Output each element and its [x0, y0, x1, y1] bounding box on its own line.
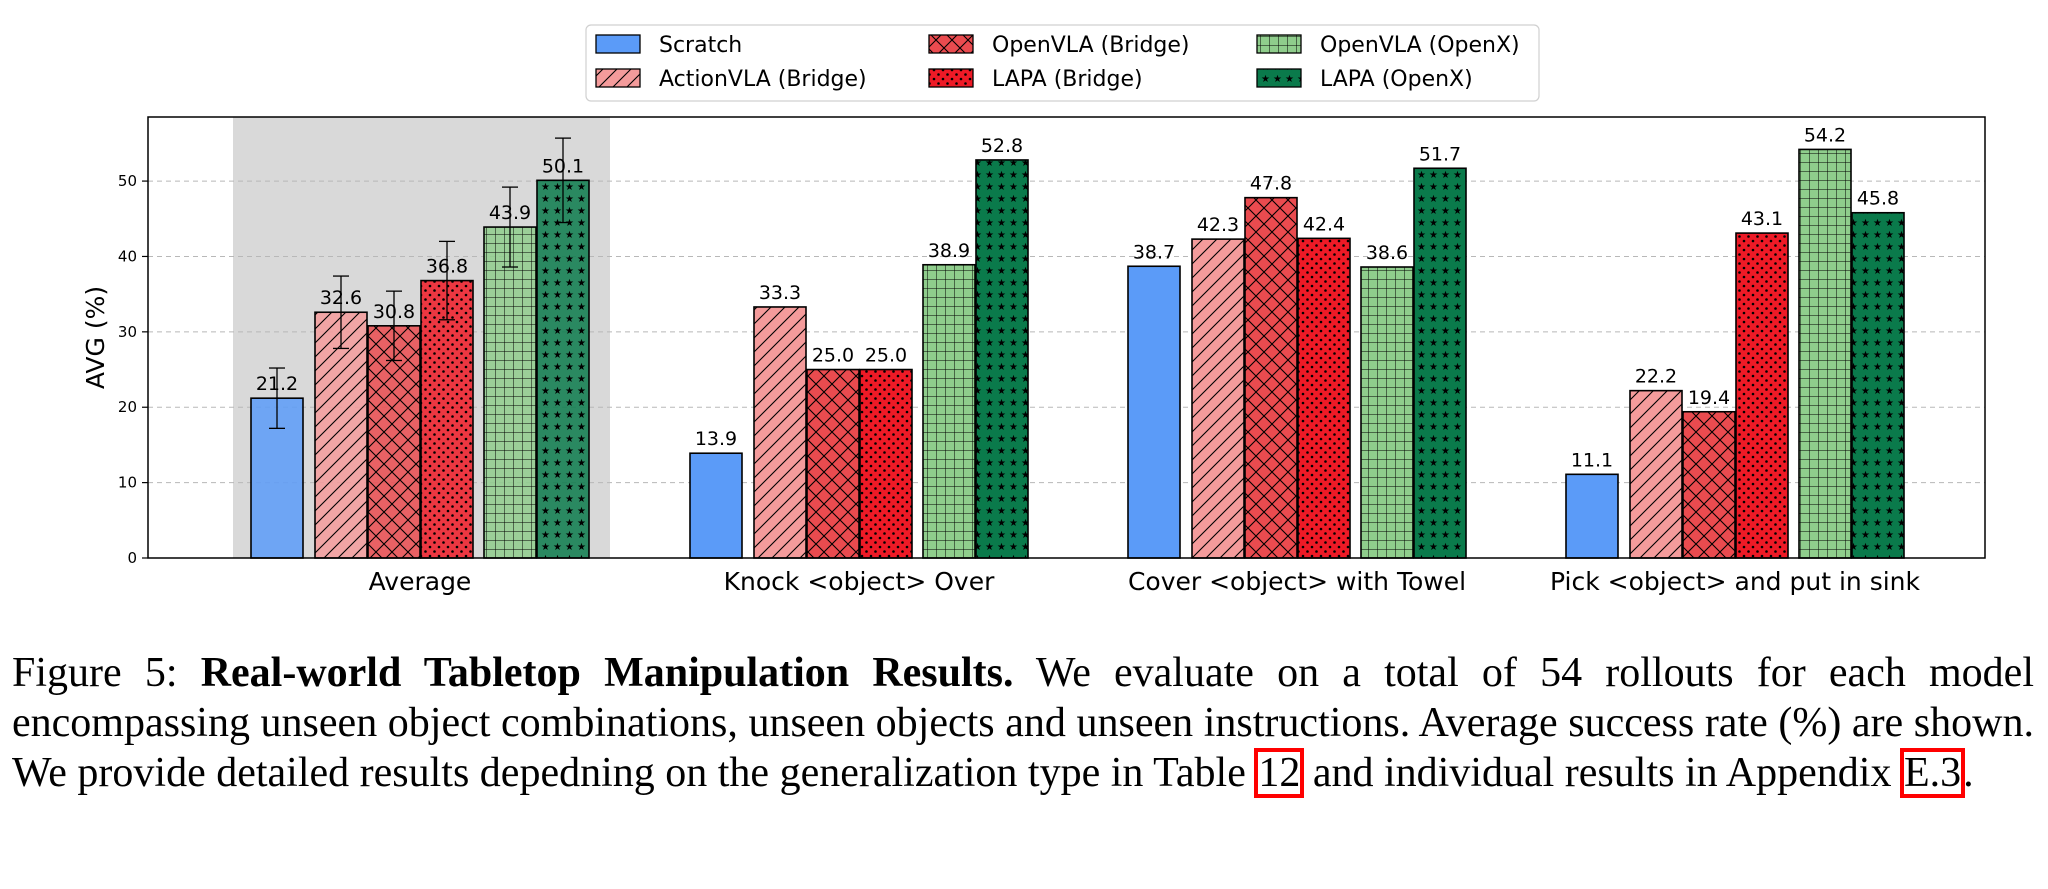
bar: [1566, 474, 1618, 558]
caption-text-1: We evaluate on a total of 54 rollouts fo…: [12, 650, 2034, 796]
bar-hatch: [1799, 149, 1851, 558]
data-label: 38.6: [1366, 242, 1408, 264]
legend-label: OpenVLA (OpenX): [1320, 33, 1520, 58]
legend-swatch-outline: [928, 68, 974, 88]
legend-swatch-hatch: [596, 69, 640, 87]
caption-title: Real-world Tabletop Manipulation Results…: [200, 650, 1014, 696]
bar-hatch: [1630, 390, 1682, 558]
y-axis-label: AVG (%): [81, 286, 110, 389]
bar-hatch: [860, 369, 912, 558]
bar-hatch: [537, 180, 589, 559]
data-label: 50.1: [542, 155, 584, 177]
caption-prefix: Figure 5:: [12, 650, 201, 696]
legend-label: ActionVLA (Bridge): [659, 67, 867, 92]
legend-swatch-outline: [1256, 68, 1302, 88]
bar-hatch: [1414, 168, 1466, 558]
bar-hatch: [1298, 238, 1350, 558]
data-label: 25.0: [865, 345, 907, 367]
caption-text-2: and individual results in Appendix: [1302, 750, 1902, 796]
y-tick-label: 10: [118, 474, 137, 492]
bar-hatch: [1736, 233, 1788, 559]
data-label: 43.1: [1741, 208, 1783, 230]
data-label: 52.8: [981, 135, 1023, 157]
legend-swatch-hatch: [1257, 35, 1301, 53]
caption-text-3: .: [1963, 750, 1974, 796]
data-label: 32.6: [320, 287, 362, 309]
data-label: 33.3: [759, 282, 801, 304]
data-label: 47.8: [1250, 173, 1292, 195]
data-label: 54.2: [1804, 124, 1846, 146]
bar-hatch: [1683, 411, 1735, 558]
legend-swatch-hatch: [929, 69, 973, 87]
bar-hatch: [976, 159, 1028, 558]
legend-swatch-outline: [928, 34, 974, 54]
data-label: 19.4: [1688, 387, 1730, 409]
bar-hatch: [807, 369, 859, 558]
x-category-label: Knock <object> Over: [724, 567, 995, 596]
data-label: 13.9: [695, 428, 737, 450]
data-label: 38.9: [928, 240, 970, 262]
data-label: 45.8: [1857, 188, 1899, 210]
y-tick-label: 20: [118, 398, 137, 416]
bar-hatch: [368, 325, 420, 558]
bar-chart: ★ 0102030405021.213.938.711.132.633.342.…: [81, 24, 1986, 596]
appendix-reference-link[interactable]: E.3: [1899, 748, 1966, 798]
plot-frame: [147, 116, 1986, 559]
bar-hatch: [1361, 267, 1413, 558]
data-label: 36.8: [426, 256, 468, 278]
y-tick-label: 30: [118, 323, 137, 341]
legend-swatch-hatch: [929, 35, 973, 53]
data-label: 38.7: [1133, 241, 1175, 263]
data-label: 25.0: [812, 345, 854, 367]
bar-hatch: [754, 306, 806, 558]
legend-swatch: [596, 35, 640, 53]
y-tick-label: 0: [127, 549, 137, 567]
data-label: 11.1: [1571, 449, 1613, 471]
data-label: 30.8: [373, 301, 415, 323]
y-tick-label: 50: [118, 172, 137, 190]
legend-swatch-outline: [595, 68, 641, 88]
legend-label: OpenVLA (Bridge): [992, 33, 1190, 58]
bar: [1128, 266, 1180, 558]
x-category-label: Pick <object> and put in sink: [1550, 567, 1921, 596]
legend-swatch-outline: [595, 34, 641, 54]
legend-label: LAPA (OpenX): [1320, 67, 1473, 92]
y-tick-label: 40: [118, 247, 137, 265]
bar-hatch: [484, 227, 536, 559]
bar: [690, 453, 742, 558]
figure-caption: Figure 5: Real-world Tabletop Manipulati…: [12, 648, 2034, 798]
legend-label: LAPA (Bridge): [992, 67, 1143, 92]
x-category-label: Cover <object> with Towel: [1128, 567, 1466, 596]
bar-hatch: [1192, 239, 1244, 558]
legend-swatch-hatch: [1257, 69, 1301, 87]
table-reference-link[interactable]: 12: [1254, 748, 1305, 798]
data-label: 21.2: [256, 373, 298, 395]
legend-swatch-outline: [1256, 34, 1302, 54]
data-label: 42.3: [1197, 214, 1239, 236]
x-category-label: Average: [369, 567, 472, 596]
bar-hatch: [421, 280, 473, 558]
data-label: 42.4: [1303, 213, 1345, 235]
data-label: 43.9: [489, 202, 531, 224]
bar-hatch: [1245, 197, 1297, 558]
legend: Scratch ActionVLA (Bridge) OpenVLA (Bridge…: [585, 24, 1540, 102]
data-label: 51.7: [1419, 143, 1461, 165]
bar-hatch: [315, 312, 367, 558]
legend-label: Scratch: [659, 33, 742, 58]
bar-hatch: [1852, 212, 1904, 558]
data-label: 22.2: [1635, 366, 1677, 388]
bar-hatch: [923, 264, 975, 558]
